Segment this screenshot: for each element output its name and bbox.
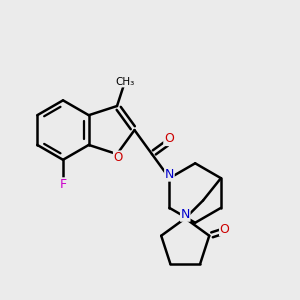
Text: O: O <box>164 133 174 146</box>
Text: N: N <box>165 168 174 181</box>
Text: O: O <box>220 223 230 236</box>
Text: CH₃: CH₃ <box>115 77 134 87</box>
Text: F: F <box>59 178 67 191</box>
Text: N: N <box>181 208 190 221</box>
Text: O: O <box>113 151 123 164</box>
